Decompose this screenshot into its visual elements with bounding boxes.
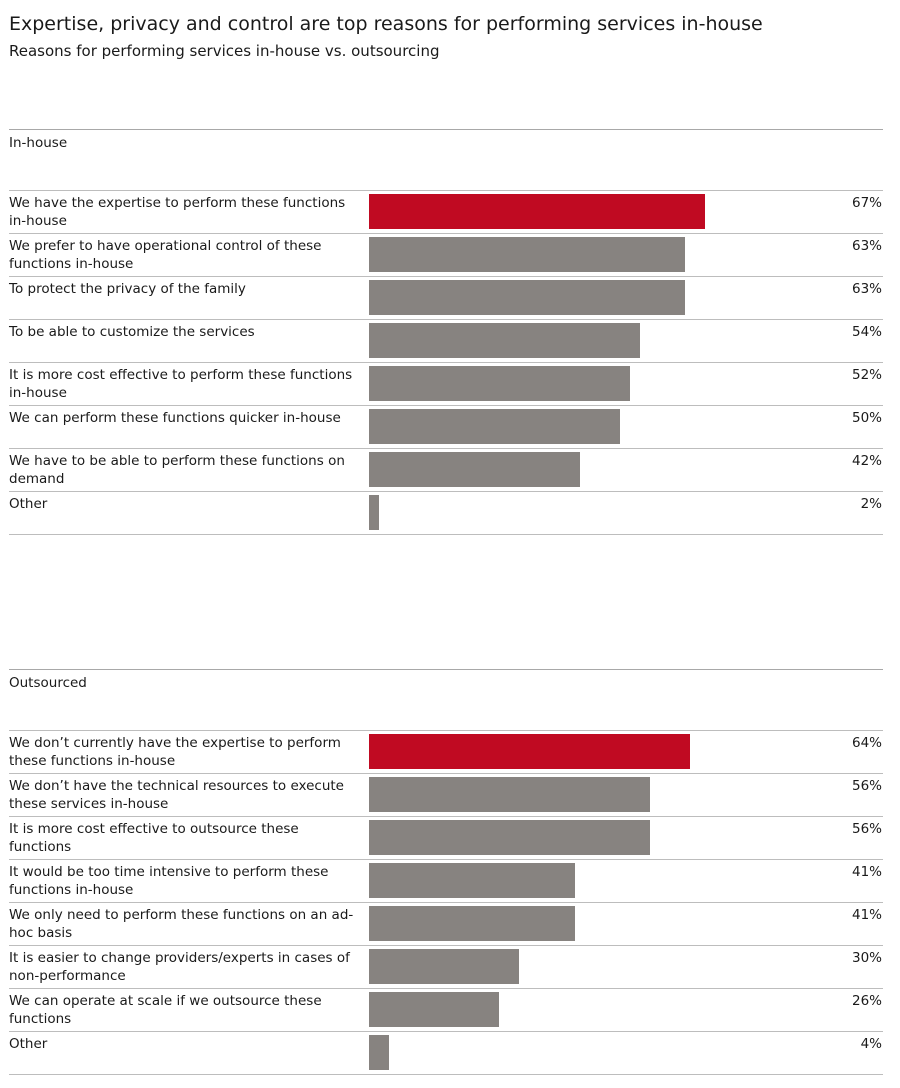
outsourced-row-rule: [9, 1031, 883, 1032]
in-house-value-label: 2%: [860, 496, 882, 512]
in-house-section-title: In-house: [9, 135, 68, 151]
outsourced-category-label: Other: [9, 1036, 48, 1052]
in-house-value-label: 52%: [851, 367, 882, 383]
outsourced-row-rule: [9, 945, 883, 946]
in-house-bar: [369, 194, 705, 229]
chart-subtitle: Reasons for performing services in-house…: [9, 42, 440, 60]
in-house-value-label: 67%: [851, 195, 882, 211]
in-house-category-label: We can perform these functions quicker i…: [9, 410, 341, 426]
outsourced-value-label: 56%: [851, 778, 882, 794]
in-house-category-label: To protect the privacy of the family: [9, 281, 246, 297]
in-house-value-label: 50%: [851, 410, 882, 426]
outsourced-category-label: We can operate at scale if we outsource …: [9, 993, 322, 1027]
in-house-row-rule: [9, 233, 883, 234]
outsourced-row-rule: [9, 988, 883, 989]
outsourced-bar: [369, 992, 499, 1027]
outsourced-value-label: 4%: [860, 1036, 882, 1052]
outsourced-category-label: It would be too time intensive to perfor…: [9, 864, 329, 898]
in-house-bar: [369, 409, 620, 444]
outsourced-bar: [369, 1035, 389, 1070]
in-house-row-rule: [9, 362, 883, 363]
in-house-row-rule: [9, 319, 883, 320]
outsourced-value-label: 64%: [851, 735, 882, 751]
chart-title: Expertise, privacy and control are top r…: [9, 13, 763, 35]
in-house-bar: [369, 495, 379, 530]
in-house-bar: [369, 237, 685, 272]
outsourced-bar: [369, 906, 575, 941]
outsourced-bar: [369, 820, 650, 855]
outsourced-bar: [369, 863, 575, 898]
in-house-value-label: 42%: [851, 453, 882, 469]
outsourced-row-rule: [9, 773, 883, 774]
outsourced-bar: [369, 777, 650, 812]
in-house-value-label: 63%: [851, 281, 882, 297]
in-house-category-label: We have the expertise to perform these f…: [9, 195, 346, 229]
outsourced-value-label: 56%: [851, 821, 882, 837]
outsourced-category-label: We don’t have the technical resources to…: [9, 778, 344, 812]
in-house-row-rule: [9, 405, 883, 406]
outsourced-row-rule: [9, 816, 883, 817]
in-house-category-label: It is more cost effective to perform the…: [9, 367, 353, 401]
in-house-row-rule: [9, 276, 883, 277]
outsourced-top-rule: [9, 669, 883, 670]
outsourced-category-label: It is easier to change providers/experts…: [9, 950, 350, 984]
outsourced-bottom-rule: [9, 1074, 883, 1075]
outsourced-section-title: Outsourced: [9, 675, 87, 691]
outsourced-value-label: 30%: [851, 950, 882, 966]
in-house-category-label: To be able to customize the services: [9, 324, 255, 340]
in-house-top-rule: [9, 129, 883, 130]
in-house-value-label: 63%: [851, 238, 882, 254]
outsourced-value-label: 41%: [851, 907, 882, 923]
in-house-bar: [369, 323, 640, 358]
outsourced-row-rule: [9, 859, 883, 860]
in-house-bar: [369, 452, 580, 487]
outsourced-bar: [369, 949, 519, 984]
outsourced-row-rule: [9, 902, 883, 903]
in-house-category-label: We prefer to have operational control of…: [9, 238, 322, 272]
in-house-category-label: Other: [9, 496, 48, 512]
in-house-value-label: 54%: [851, 324, 882, 340]
outsourced-category-label: It is more cost effective to outsource t…: [9, 821, 299, 855]
in-house-bar: [369, 366, 630, 401]
in-house-row-rule: [9, 491, 883, 492]
in-house-row-rule: [9, 448, 883, 449]
in-house-bar: [369, 280, 685, 315]
outsourced-row-rule: [9, 730, 883, 731]
in-house-bottom-rule: [9, 534, 883, 535]
outsourced-value-label: 26%: [851, 993, 882, 1009]
in-house-row-rule: [9, 190, 883, 191]
in-house-category-label: We have to be able to perform these func…: [9, 453, 345, 487]
outsourced-value-label: 41%: [851, 864, 882, 880]
outsourced-category-label: We don’t currently have the expertise to…: [9, 735, 341, 769]
outsourced-bar: [369, 734, 690, 769]
outsourced-category-label: We only need to perform these functions …: [9, 907, 354, 941]
